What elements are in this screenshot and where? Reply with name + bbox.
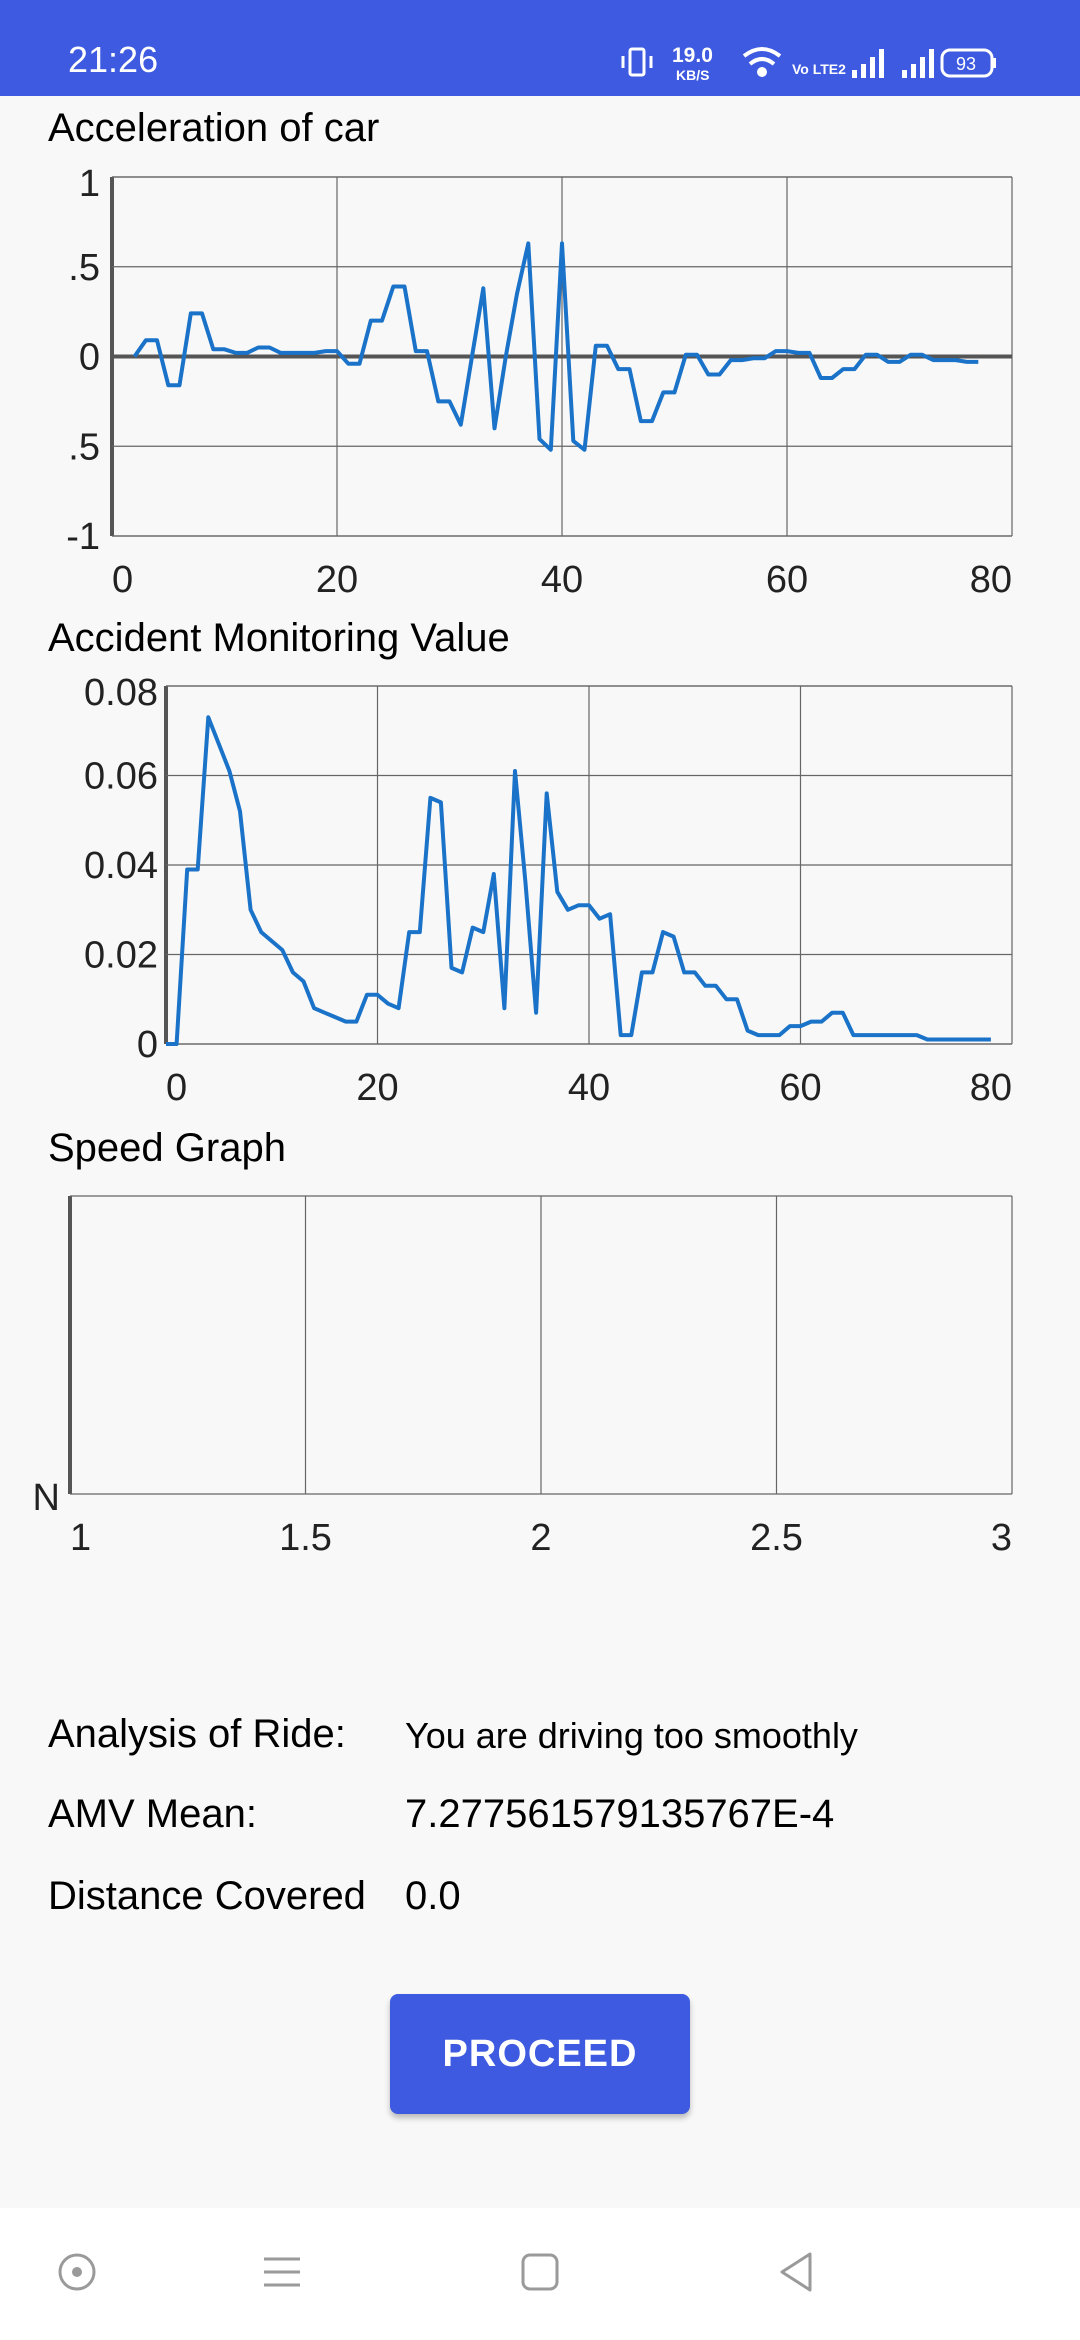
svg-text:93: 93	[956, 54, 976, 74]
status-icons: 19.0 KB/S Vo LTE2	[620, 44, 1040, 84]
data-series-line	[166, 715, 991, 1046]
y-tick-label: 0.06	[84, 756, 158, 798]
acceleration-chart: 0 20 40 60 80 1 .5 0 .5 -1	[66, 163, 1013, 601]
battery-icon: 93	[940, 48, 996, 78]
vibrate-icon	[621, 47, 653, 77]
x-tick-label: 20	[356, 1067, 398, 1109]
wifi-icon	[742, 47, 782, 77]
x-tick-label: 2	[530, 1517, 551, 1559]
y-tick-label: 0	[137, 1024, 158, 1066]
x-tick-label: 1	[70, 1517, 91, 1559]
home-icon[interactable]	[518, 2250, 562, 2294]
x-tick-label: 40	[568, 1067, 610, 1109]
amv-chart-title: Accident Monitoring Value	[48, 616, 510, 660]
x-tick-label: 3	[991, 1517, 1012, 1559]
data-series-line	[132, 241, 979, 452]
speed-graph-chart: 1 1.5 2 2.5 3 N	[33, 1195, 1013, 1559]
y-tick-label: 1	[79, 163, 100, 205]
status-time: 21:26	[68, 39, 159, 80]
x-tick-label: 80	[970, 1067, 1012, 1109]
amv-chart: 0 20 40 60 80 0.08 0.06 0.04 0.02 0	[84, 672, 1013, 1109]
speed-chart-title: Speed Graph	[48, 1126, 286, 1170]
navigation-bar	[0, 2208, 1080, 2340]
signal-icon	[902, 49, 934, 78]
net-speed-unit: KB/S	[676, 67, 709, 83]
x-tick-label: 60	[779, 1067, 821, 1109]
y-tick-label: 0.08	[84, 672, 158, 714]
y-tick-label: .5	[68, 426, 100, 468]
x-tick-label: 60	[766, 559, 808, 601]
menu-icon[interactable]	[260, 2250, 304, 2294]
x-tick-label: 20	[316, 559, 358, 601]
proceed-button[interactable]: PROCEED	[390, 1994, 690, 2114]
analysis-label: Analysis of Ride:	[48, 1712, 346, 1756]
analysis-value: You are driving too smoothly	[405, 1715, 858, 1756]
x-tick-label: 40	[541, 559, 583, 601]
y-tick-label: N	[33, 1477, 60, 1519]
x-tick-label: 2.5	[750, 1517, 803, 1559]
y-tick-label: .5	[68, 247, 100, 289]
back-icon[interactable]	[774, 2250, 818, 2294]
assistant-icon[interactable]	[55, 2250, 99, 2294]
distance-value: 0.0	[405, 1874, 461, 1918]
status-bar: 21:26 19.0 KB/S Vo LTE2	[0, 0, 1080, 96]
x-tick-label: 80	[970, 559, 1012, 601]
y-tick-label: -1	[66, 516, 100, 558]
amv-mean-label: AMV Mean:	[48, 1792, 257, 1836]
amv-mean-value: 7.277561579135767E-4	[405, 1792, 835, 1836]
y-tick-label: 0.04	[84, 845, 158, 887]
net-speed-value: 19.0	[672, 44, 713, 67]
x-tick-label: 0	[166, 1067, 187, 1109]
x-tick-label: 0	[112, 559, 133, 601]
volte-label: Vo LTE2	[792, 61, 846, 77]
y-tick-label: 0	[79, 337, 100, 379]
x-tick-label: 1.5	[279, 1517, 332, 1559]
signal-icon	[852, 49, 884, 78]
y-tick-label: 0.02	[84, 935, 158, 977]
acceleration-chart-title: Acceleration of car	[48, 106, 380, 150]
distance-label: Distance Covered	[48, 1874, 366, 1918]
